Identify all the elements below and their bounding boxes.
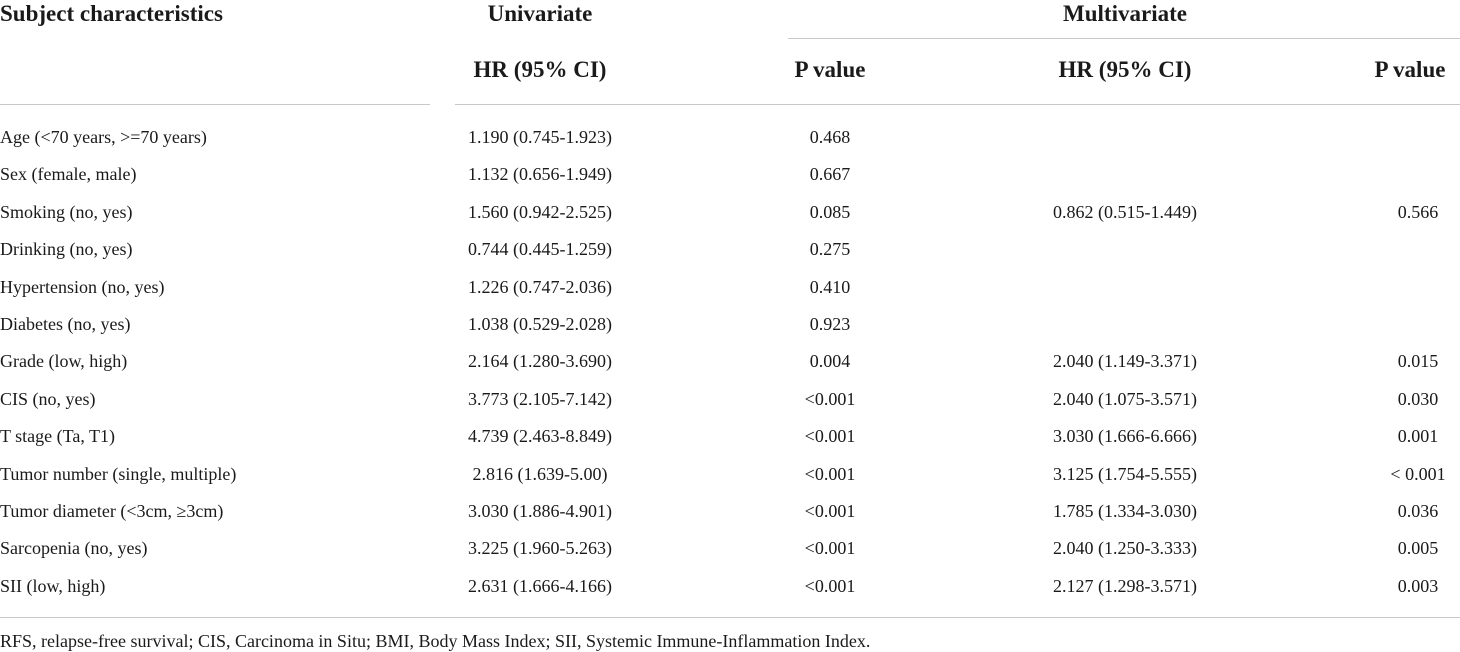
multivariate-p-cell: 0.005: [1397, 538, 1439, 558]
univariate-hr-cell: 1.560 (0.942-2.525): [468, 202, 612, 222]
row-label: Hypertension (no, yes): [0, 277, 165, 297]
multivariate-hr-header: HR (95% CI): [1058, 57, 1192, 82]
univariate-hr-cell: 2.631 (1.666-4.166): [468, 576, 612, 596]
univariate-hr-cell: 1.190 (0.745-1.923): [468, 127, 612, 147]
multivariate-hr-cell: 2.040 (1.250-3.333): [1053, 538, 1197, 558]
row-label: SII (low, high): [0, 576, 106, 596]
univariate-hr-cell: 1.226 (0.747-2.036): [468, 277, 612, 297]
header-rule-left: [0, 104, 430, 105]
multivariate-p-cell: 0.566: [1397, 202, 1439, 222]
row-label: Tumor number (single, multiple): [0, 464, 237, 484]
multivariate-p-cell: 0.036: [1397, 501, 1439, 521]
multivariate-p-header: P value: [1374, 57, 1446, 82]
univariate-p-cell: 0.410: [809, 277, 851, 297]
multivariate-hr-cell: 1.785 (1.334-3.030): [1053, 501, 1197, 521]
multivariate-hr-cell: 2.040 (1.149-3.371): [1053, 351, 1197, 371]
univariate-p-cell: 0.085: [809, 202, 851, 222]
table-bottom-rule: [0, 617, 1460, 618]
univariate-p-cell: <0.001: [804, 576, 856, 596]
univariate-hr-cell: 2.816 (1.639-5.00): [472, 464, 608, 484]
multivariate-p-cell: < 0.001: [1390, 464, 1446, 484]
univariate-p-cell: 0.667: [809, 164, 851, 184]
univariate-p-cell: <0.001: [804, 464, 856, 484]
multivariate-p-cell: 0.003: [1397, 576, 1439, 596]
row-label: Grade (low, high): [0, 351, 128, 371]
multivariate-p-cell: 0.015: [1397, 351, 1439, 371]
univariate-hr-cell: 3.030 (1.886-4.901): [468, 501, 612, 521]
univariate-p-cell: 0.275: [809, 239, 851, 259]
univariate-p-cell: <0.001: [804, 501, 856, 521]
univariate-p-cell: <0.001: [804, 389, 856, 409]
multivariate-hr-cell: 2.127 (1.298-3.571): [1053, 576, 1197, 596]
subject-characteristics-header: Subject characteristics: [0, 1, 223, 26]
univariate-p-cell: <0.001: [804, 538, 856, 558]
row-label: CIS (no, yes): [0, 389, 96, 409]
row-label: Tumor diameter (<3cm, ≥3cm): [0, 501, 224, 521]
univariate-hr-header: HR (95% CI): [473, 57, 607, 82]
univariate-p-cell: 0.004: [809, 351, 851, 371]
univariate-hr-cell: 3.773 (2.105-7.142): [468, 389, 612, 409]
row-label: Age (<70 years, >=70 years): [0, 127, 207, 147]
multivariate-hr-cell: 0.862 (0.515-1.449): [1053, 202, 1197, 222]
multivariate-hr-cell: 3.125 (1.754-5.555): [1053, 464, 1197, 484]
univariate-hr-cell: 4.739 (2.463-8.849): [468, 426, 612, 446]
multivariate-hr-cell: 2.040 (1.075-3.571): [1053, 389, 1197, 409]
multivariate-underline: [788, 38, 1460, 39]
multivariate-p-cell: 0.030: [1397, 389, 1439, 409]
header-rule-right: [455, 104, 1460, 105]
row-label: Diabetes (no, yes): [0, 314, 131, 334]
univariate-p-cell: 0.923: [809, 314, 851, 334]
row-label: Sex (female, male): [0, 164, 137, 184]
univariate-hr-cell: 1.038 (0.529-2.028): [468, 314, 612, 334]
univariate-p-cell: 0.468: [809, 127, 851, 147]
multivariate-hr-cell: 3.030 (1.666-6.666): [1053, 426, 1197, 446]
univariate-p-header: P value: [794, 57, 866, 82]
table-footnote: RFS, relapse-free survival; CIS, Carcino…: [0, 631, 871, 651]
row-label: Sarcopenia (no, yes): [0, 538, 148, 558]
univariate-hr-cell: 2.164 (1.280-3.690): [468, 351, 612, 371]
multivariate-header: Multivariate: [1063, 1, 1187, 26]
multivariate-p-cell: 0.001: [1397, 426, 1439, 446]
row-label: Smoking (no, yes): [0, 202, 133, 222]
univariate-p-cell: <0.001: [804, 426, 856, 446]
univariate-hr-cell: 0.744 (0.445-1.259): [468, 239, 612, 259]
row-label: T stage (Ta, T1): [0, 426, 116, 446]
univariate-hr-cell: 1.132 (0.656-1.949): [468, 164, 612, 184]
row-label: Drinking (no, yes): [0, 239, 133, 259]
univariate-header: Univariate: [487, 1, 593, 26]
univariate-hr-cell: 3.225 (1.960-5.263): [468, 538, 612, 558]
